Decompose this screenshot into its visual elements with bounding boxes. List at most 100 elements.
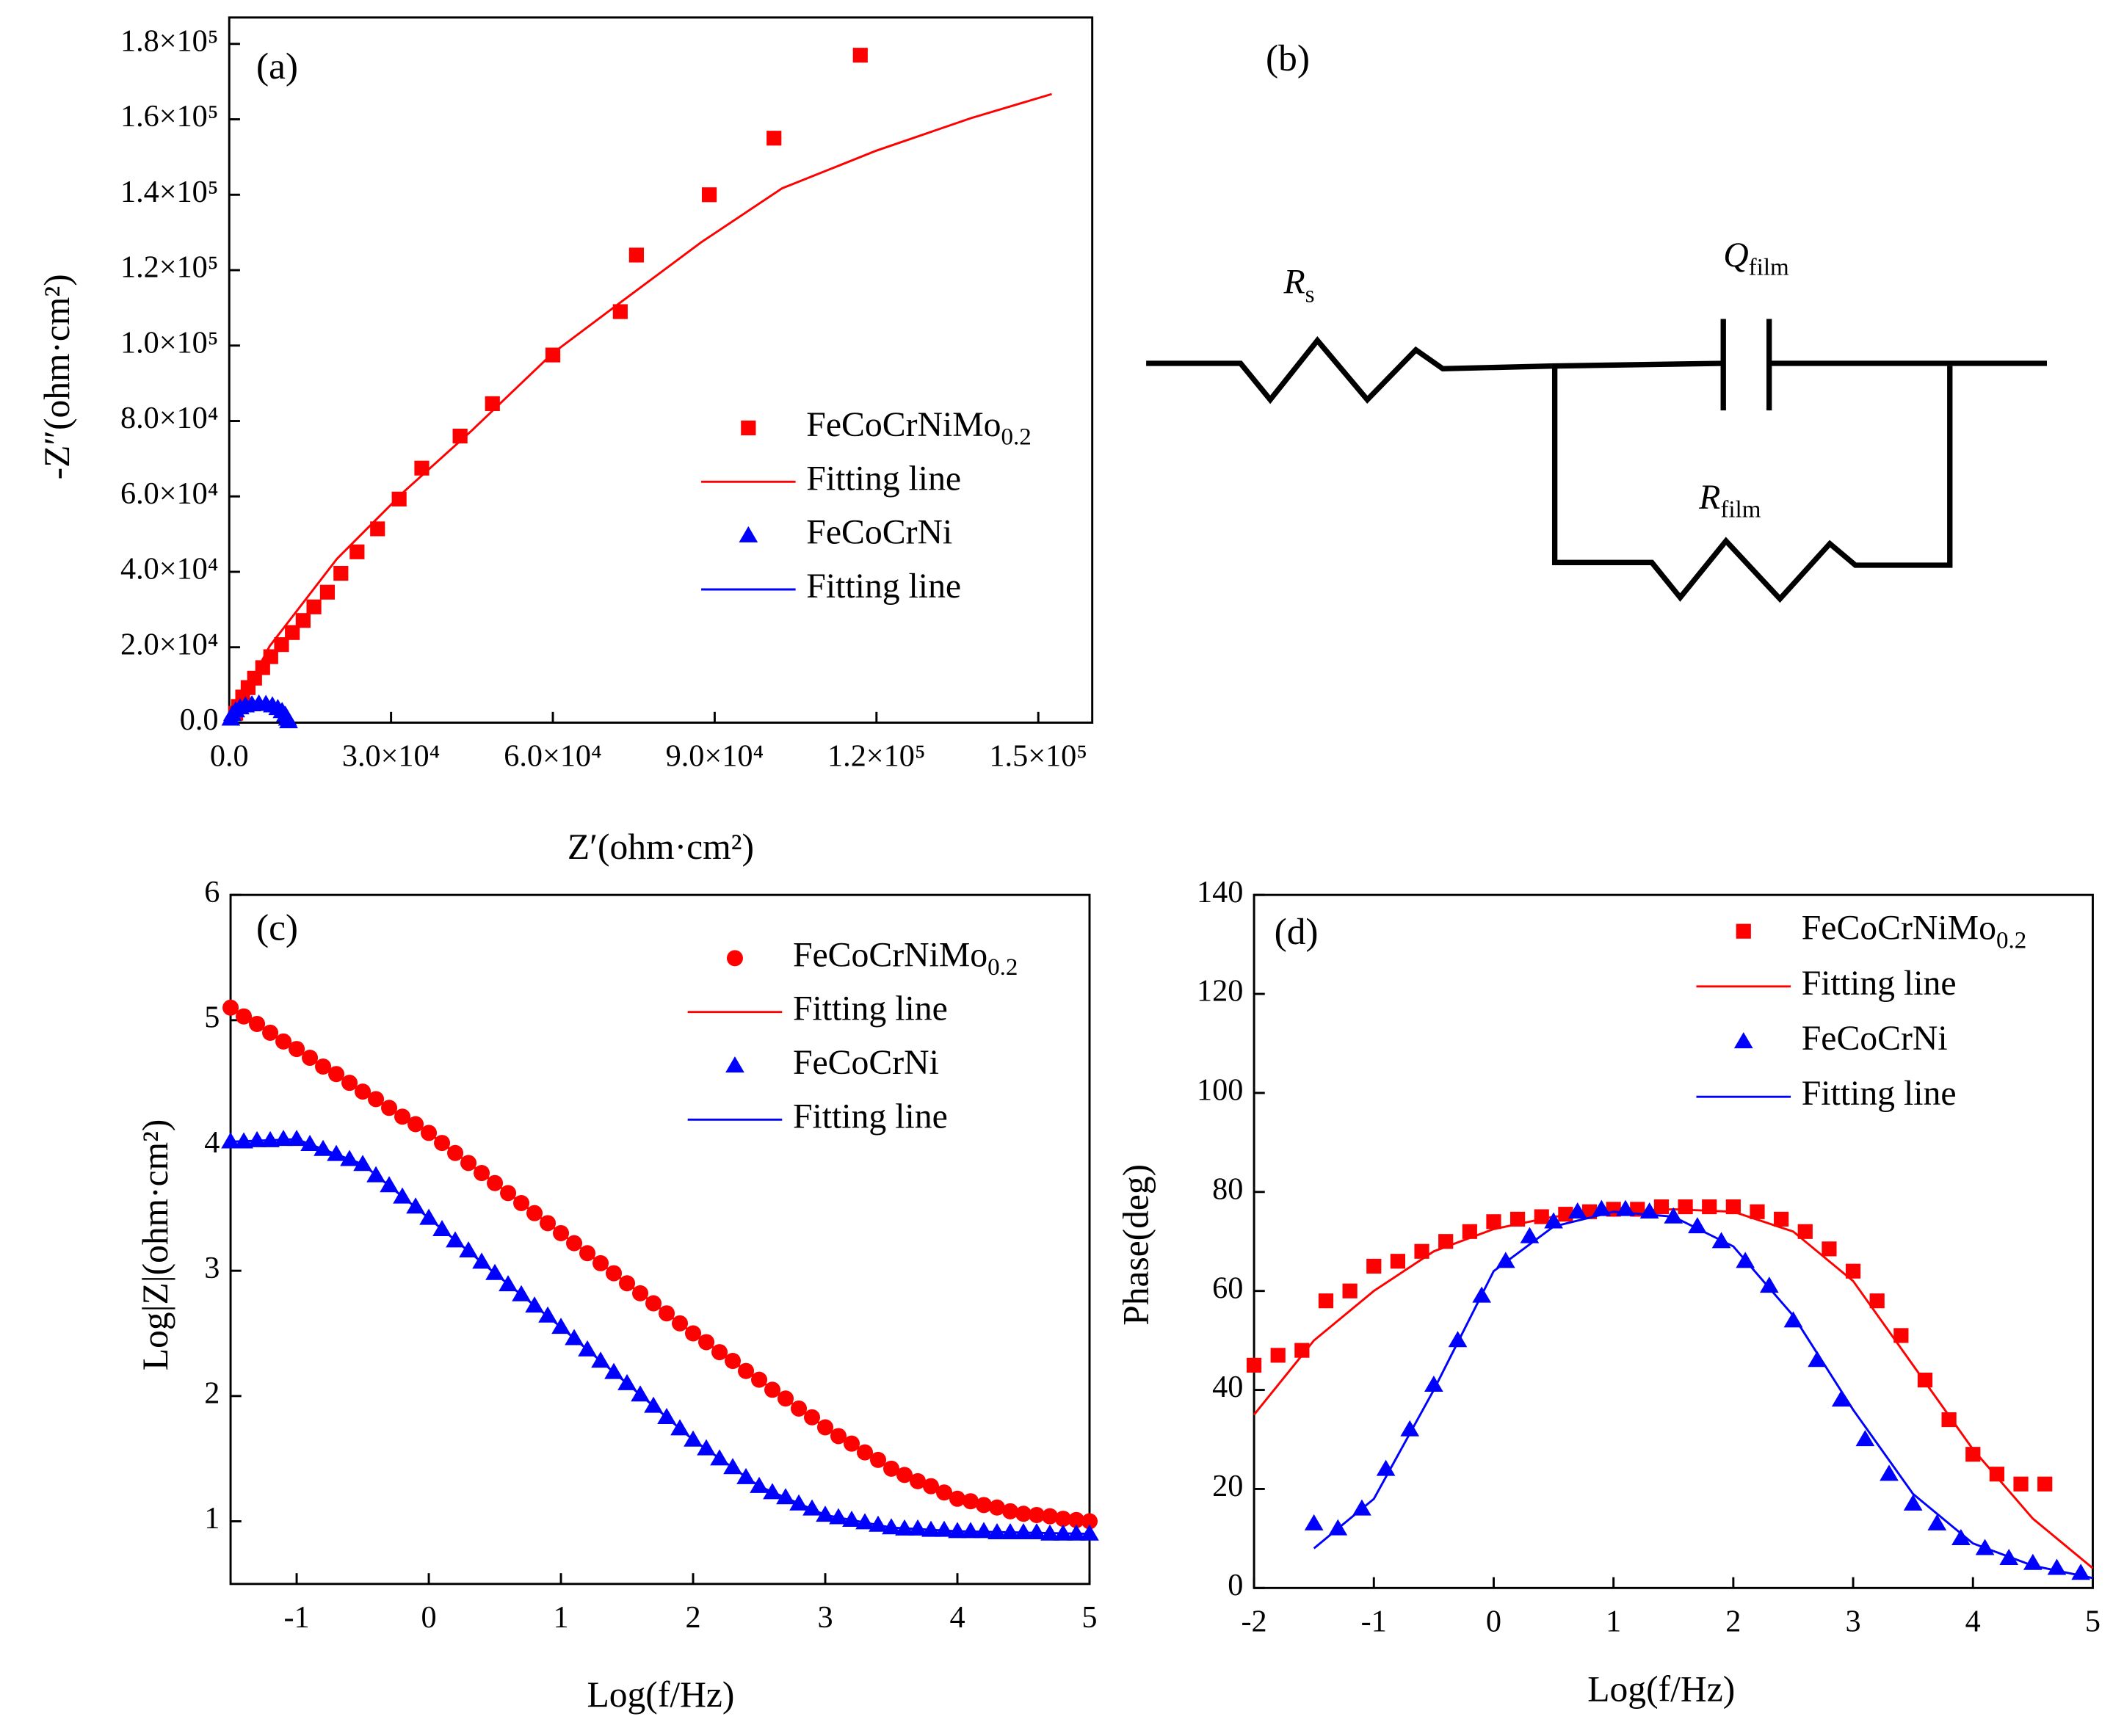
fit-line (230, 702, 290, 722)
marker (908, 1519, 927, 1536)
symbol: Q (1723, 236, 1748, 275)
y-tick-label: 1 (204, 1501, 220, 1536)
marker (701, 187, 717, 203)
marker (961, 1522, 980, 1539)
marker (538, 1306, 557, 1323)
y-tick-label: 120 (1197, 974, 1243, 1009)
y-tick-label: 6 (204, 875, 220, 909)
y-axis-label: Phase(deg) (1115, 1164, 1156, 1326)
x-tick-label: 0 (1486, 1605, 1501, 1639)
y-tick-label: 4.0×10⁴ (120, 552, 219, 586)
legend-label: FeCoCrNiMo0.2 (1802, 909, 2027, 954)
marker (1448, 1331, 1468, 1348)
marker (1808, 1351, 1827, 1368)
panel-label: (c) (256, 907, 298, 948)
marker (1893, 1328, 1909, 1343)
marker (869, 1515, 888, 1532)
legend-marker (726, 950, 743, 967)
marker (1067, 1524, 1086, 1541)
y-tick-label: 4 (204, 1125, 220, 1160)
y-tick-label: 3 (204, 1251, 220, 1285)
x-axis-label: Z′(ohm·cm²) (568, 827, 754, 867)
x-tick-label: 2 (685, 1600, 700, 1635)
plot-frame (229, 893, 1091, 1586)
x-tick-label: 9.0×10⁴ (666, 739, 764, 774)
legend-label: Fitting line (793, 1097, 948, 1136)
marker (1304, 1514, 1324, 1530)
marker (948, 1522, 967, 1539)
marker (1486, 1214, 1501, 1230)
x-tick-label: 6.0×10⁴ (504, 739, 602, 774)
marker (882, 1518, 901, 1535)
marker (274, 637, 289, 653)
legend-label: Fitting line (1802, 964, 1957, 1003)
marker (1927, 1514, 1947, 1530)
fit-line (230, 1006, 1090, 1522)
subscript: 0.2 (1001, 424, 1032, 450)
marker (247, 1130, 267, 1147)
marker (333, 565, 349, 581)
x-tick-label: 0 (421, 1600, 436, 1635)
marker (1080, 1524, 1099, 1541)
element-label: Qfilm (1723, 236, 1789, 280)
chart: -2 -1 0 1 2 3 4 5 0 20 40 60 80 100 120 140 (d) Log(f/Hz)… (1115, 875, 2101, 1710)
marker (349, 544, 365, 559)
y-tick-label: 1.6×10⁵ (120, 99, 219, 134)
panel-label: (a) (256, 46, 298, 87)
x-tick-label: 2 (1725, 1605, 1741, 1639)
legend-marker (725, 1056, 744, 1073)
marker (1989, 1467, 2004, 1482)
x-tick-label: 1.5×10⁵ (989, 739, 1087, 774)
marker (1081, 1513, 1098, 1530)
subscript: s (1305, 281, 1315, 308)
marker (1855, 1430, 1875, 1447)
marker (1294, 1343, 1310, 1358)
marker (1951, 1529, 1971, 1546)
marker (1759, 1276, 1779, 1293)
x-tick-label: -1 (1361, 1605, 1387, 1639)
marker (295, 613, 311, 628)
legend-label: FeCoCrNiMo0.2 (806, 405, 1032, 450)
marker (1014, 1523, 1033, 1540)
marker (452, 428, 468, 444)
legend-label: Fitting line (793, 989, 948, 1028)
marker (1725, 1199, 1741, 1215)
marker (1592, 1199, 1612, 1216)
x-tick-label: 4 (1965, 1605, 1981, 1639)
y-tick-label: 60 (1212, 1271, 1243, 1305)
marker (921, 1520, 940, 1537)
marker (512, 1285, 531, 1301)
y-tick-label: 2 (204, 1376, 220, 1411)
y-tick-label: 1.2×10⁵ (120, 250, 219, 285)
element-label: Rfilm (1698, 478, 1761, 523)
x-tick-label: 5 (1081, 1600, 1097, 1635)
subscript: film (1720, 496, 1761, 523)
panel-label: (b) (1266, 37, 1310, 79)
marker (816, 1506, 835, 1522)
x-tick-label: 1 (1606, 1605, 1621, 1639)
legend-marker (741, 420, 756, 436)
marker (1520, 1227, 1540, 1243)
chart: 0.0 3.0×10⁴ 6.0×10⁴ 9.0×10⁴ 1.2×10⁵ 1.5×10⁵ 0.… (37, 16, 1094, 867)
y-tick-label: 1.0×10⁵ (120, 325, 219, 360)
marker (1424, 1375, 1443, 1392)
marker (472, 1252, 491, 1269)
legend-label: Fitting line (806, 567, 961, 606)
wire-top (1551, 360, 2048, 369)
marker (1822, 1241, 1837, 1257)
marker (935, 1520, 954, 1537)
plot-frame (1253, 893, 2094, 1589)
text-part: FeCoCrNiMo (793, 935, 987, 974)
marker (842, 1510, 861, 1527)
plot-frame (228, 16, 1094, 724)
marker (287, 1130, 306, 1147)
marker (1342, 1283, 1358, 1299)
marker (1390, 1254, 1406, 1269)
x-axis-label: Log(f/Hz) (1587, 1669, 1735, 1710)
legend-marker (739, 526, 758, 542)
y-tick-label: 1.8×10⁵ (120, 24, 219, 59)
marker (221, 1132, 240, 1149)
marker (285, 625, 300, 640)
marker (852, 48, 868, 63)
y-tick-label: 20 (1212, 1469, 1243, 1503)
